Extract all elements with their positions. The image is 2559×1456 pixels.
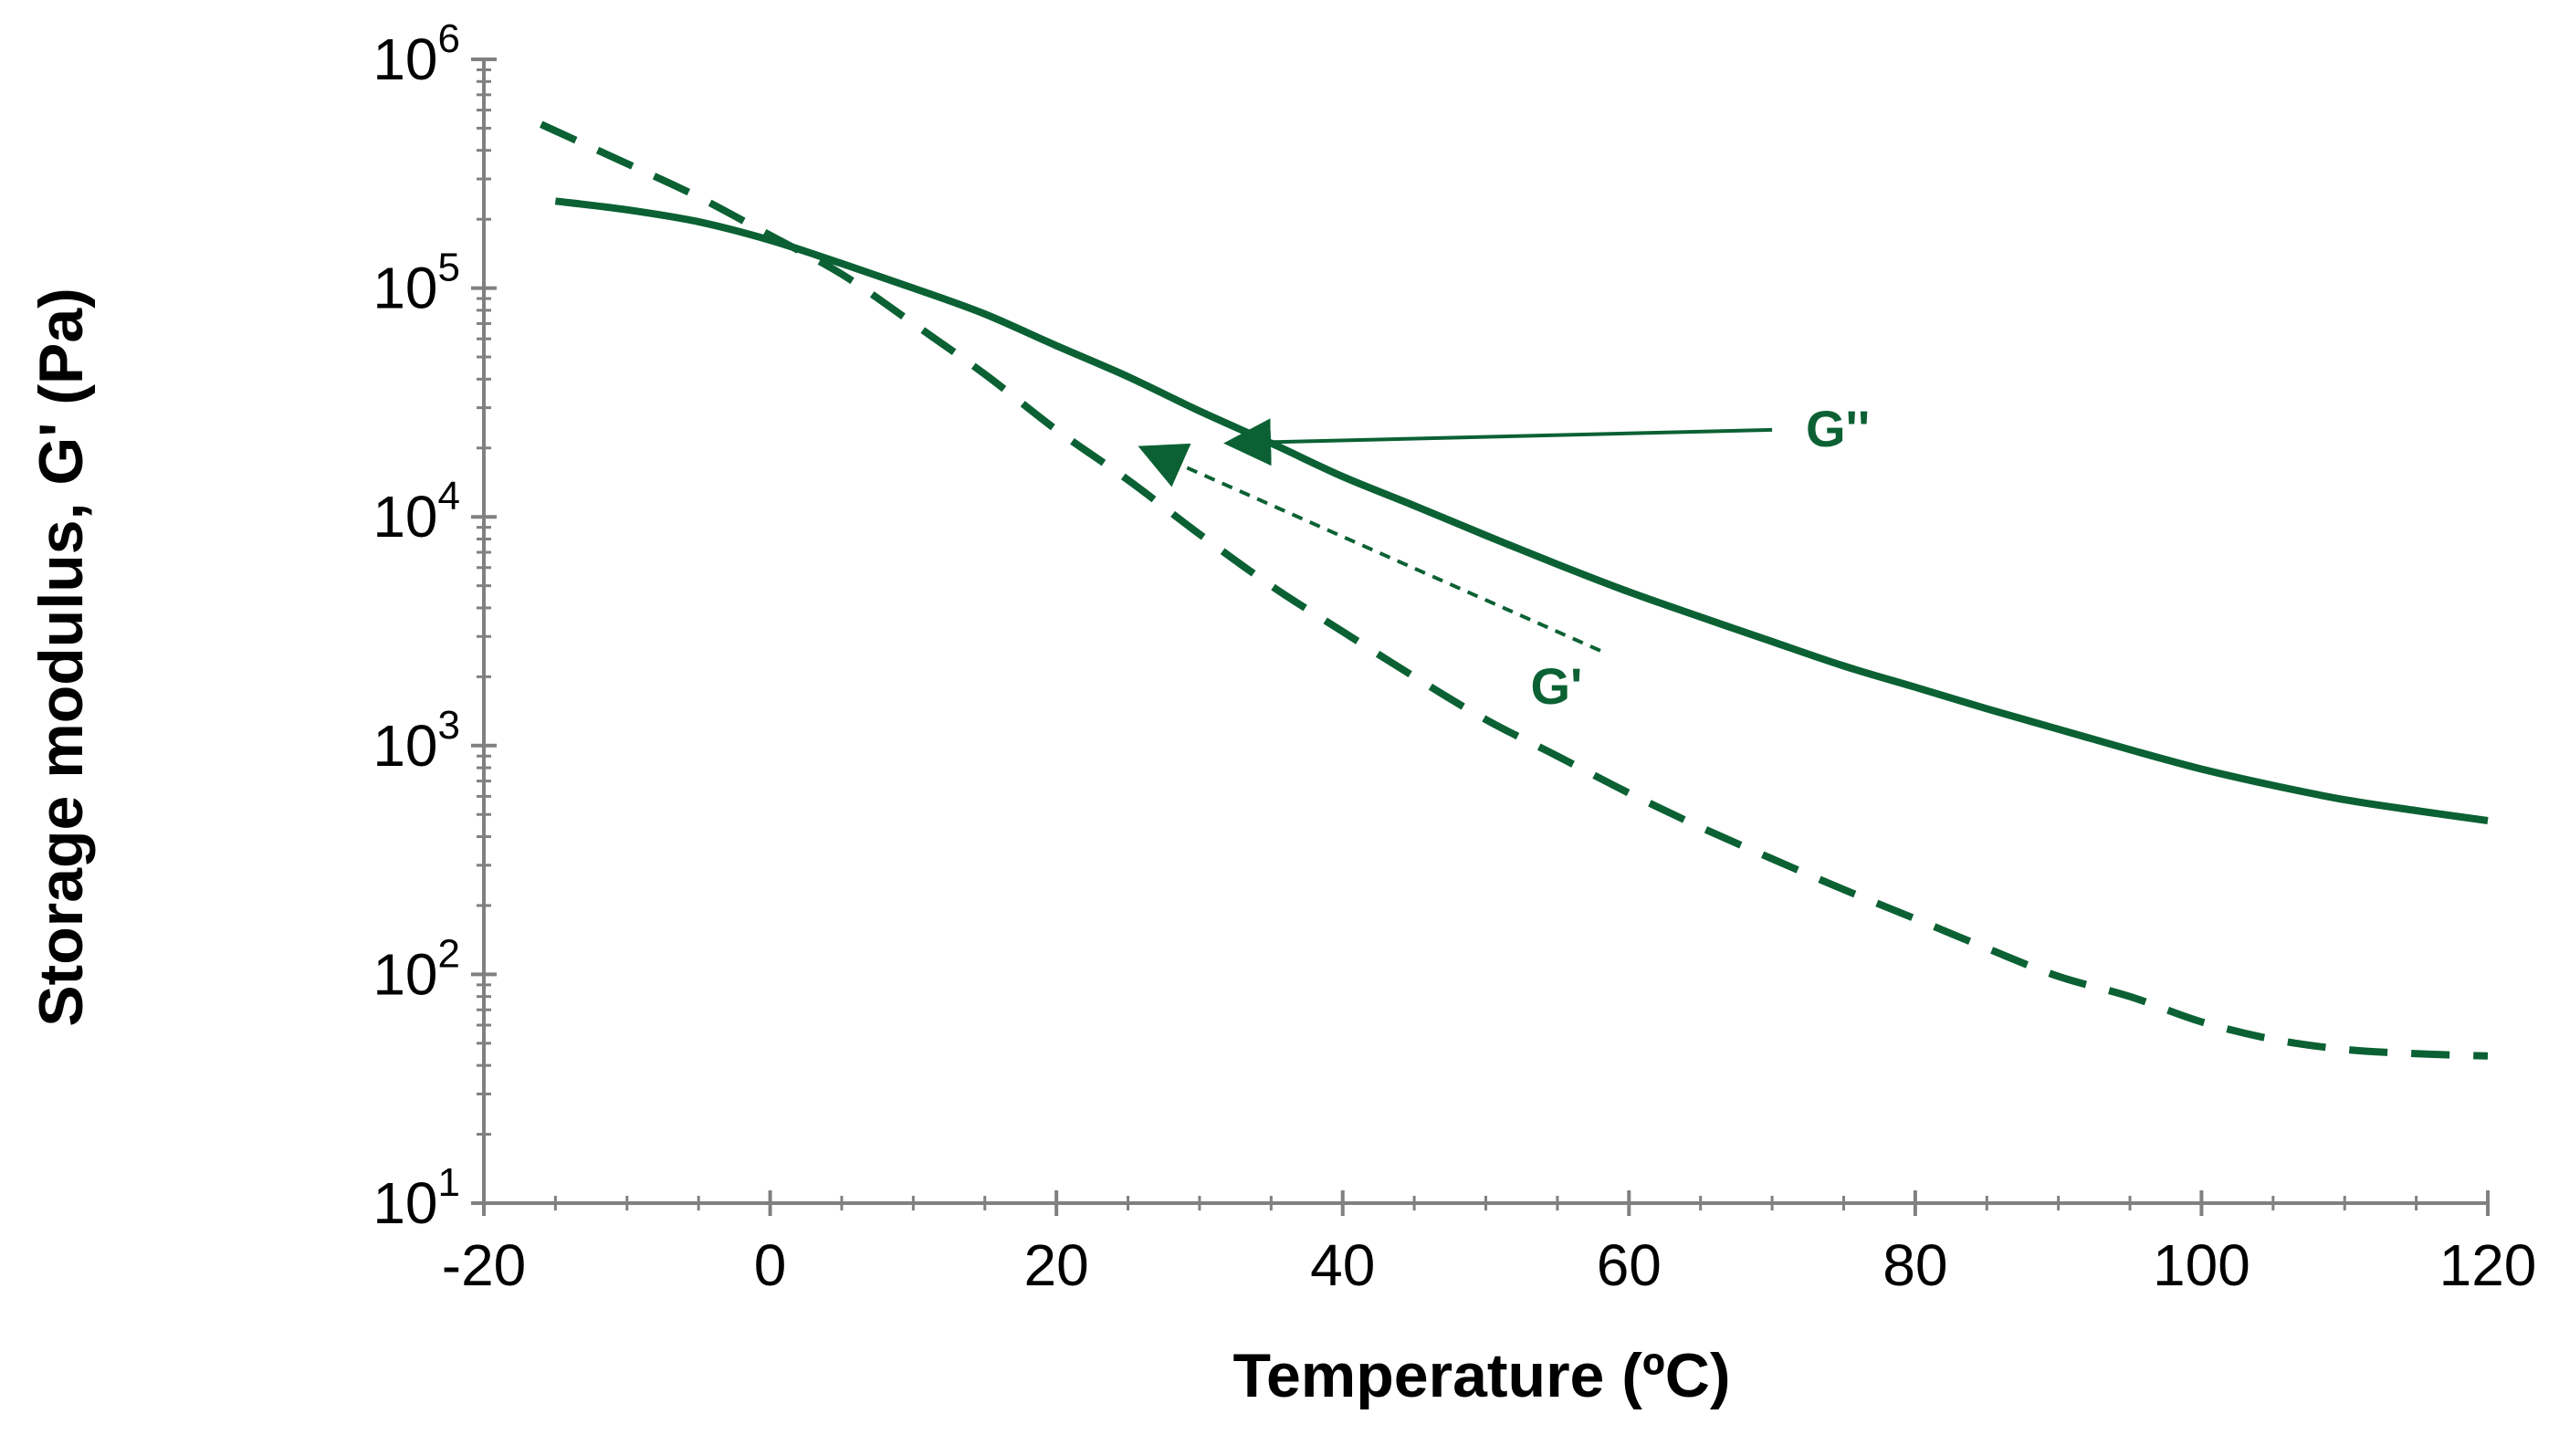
x-axis-title: Temperature (ºC) <box>1233 1341 1731 1410</box>
y-tick-label: 105 <box>372 246 460 321</box>
x-tick-label: 40 <box>1310 1232 1375 1298</box>
y-tick-label: 101 <box>372 1160 460 1236</box>
x-tick-label: 20 <box>1024 1232 1089 1298</box>
x-tick-label: 120 <box>2439 1232 2537 1298</box>
x-tick-label: 100 <box>2153 1232 2250 1298</box>
x-tick-label: 0 <box>754 1232 787 1298</box>
series-layer <box>540 120 2489 1060</box>
series-g-double-prime-line <box>554 197 2489 824</box>
g-double-prime-arrow <box>1223 418 1773 466</box>
y-axis-title: Storage modulus, G' (Pa) <box>26 288 96 1027</box>
g-double-prime-label: G'' <box>1806 400 1870 457</box>
g-prime-arrow <box>1138 443 1601 653</box>
series-g-prime-line <box>540 120 2489 1060</box>
y-tick-label: 102 <box>372 931 460 1007</box>
y-tick-label: 103 <box>372 703 460 779</box>
annotations: G'' G' <box>1138 400 1870 715</box>
y-tick-label: 104 <box>372 474 460 550</box>
x-tick-label: -20 <box>442 1232 527 1298</box>
x-tick-label: 60 <box>1597 1232 1662 1298</box>
x-tick-label: 80 <box>1883 1232 1947 1298</box>
axes: 101 102 103 104 105 106 -20 0 20 40 60 80 100 120 <box>372 16 2536 1298</box>
y-tick-label: 106 <box>372 16 460 92</box>
g-prime-label: G' <box>1530 657 1582 715</box>
